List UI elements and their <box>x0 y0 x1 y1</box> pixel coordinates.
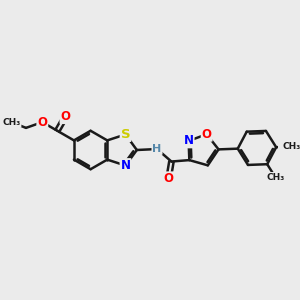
Text: O: O <box>202 128 212 141</box>
Text: N: N <box>184 134 194 147</box>
Text: CH₃: CH₃ <box>2 118 21 127</box>
Text: O: O <box>37 116 47 129</box>
Text: CH₃: CH₃ <box>266 173 284 182</box>
Text: N: N <box>121 159 130 172</box>
Text: CH₃: CH₃ <box>282 142 300 151</box>
Text: H: H <box>152 144 162 154</box>
Text: S: S <box>121 128 130 141</box>
Text: O: O <box>164 172 173 185</box>
Text: O: O <box>61 110 70 123</box>
